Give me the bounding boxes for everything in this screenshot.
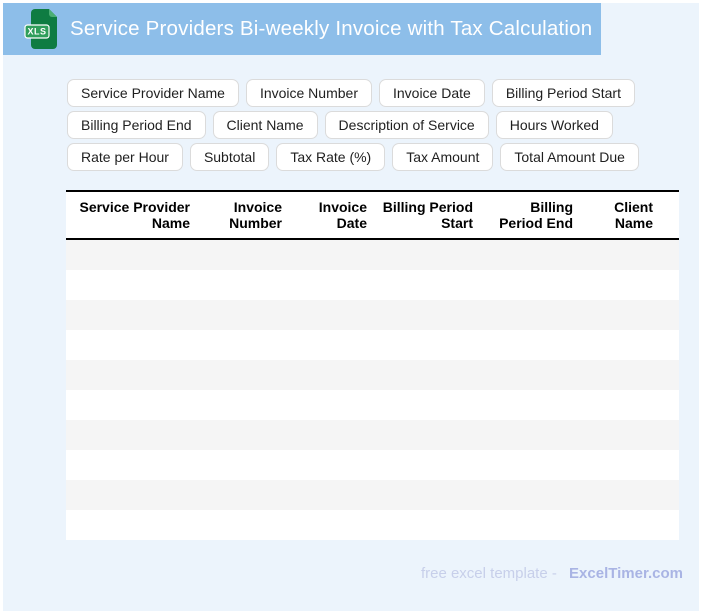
- table-row: [66, 330, 679, 360]
- column-header-service-provider-name: Service Provider Name: [79, 199, 190, 231]
- table-row: [66, 420, 679, 450]
- table-row: [66, 480, 679, 510]
- table-row: [66, 510, 679, 540]
- table-row: [66, 300, 679, 330]
- field-chip-hours-worked[interactable]: Hours Worked: [495, 111, 613, 139]
- field-chip-invoice-date[interactable]: Invoice Date: [378, 79, 485, 107]
- chip-row: Rate per Hour Subtotal Tax Rate (%) Tax Amo…: [67, 143, 639, 171]
- column-header-billing-period-end: Billing Period End: [499, 199, 573, 231]
- field-chip-billing-period-start[interactable]: Billing Period Start: [491, 79, 635, 107]
- footer-tagline: free excel template -: [420, 565, 557, 582]
- table-row: [66, 270, 679, 300]
- field-chips: Service Provider Name Invoice Number Invoi…: [67, 79, 639, 171]
- field-chip-invoice-number[interactable]: Invoice Number: [245, 79, 372, 107]
- table-body: [66, 240, 679, 540]
- field-chip-subtotal[interactable]: Subtotal: [189, 143, 270, 171]
- column-header-client-name: Client Name: [614, 199, 653, 231]
- field-chip-rate-per-hour[interactable]: Rate per Hour: [67, 143, 183, 171]
- chip-row: Billing Period End Client Name Description…: [67, 111, 639, 139]
- field-chip-description-of-service[interactable]: Description of Service: [324, 111, 489, 139]
- field-chip-tax-rate[interactable]: Tax Rate (%): [276, 143, 386, 171]
- xls-file-icon: XLS: [23, 8, 59, 50]
- column-header-billing-period-start: Billing Period Start: [382, 199, 473, 231]
- column-header-invoice-number: Invoice Number: [229, 199, 282, 231]
- page-title: Service Providers Bi-weekly Invoice with…: [70, 17, 593, 40]
- table-row: [66, 240, 679, 270]
- header-banner: XLS Service Providers Bi-weekly Invoice …: [3, 3, 601, 55]
- table-header-row: Service Provider Name Invoice Number Invoi…: [66, 190, 679, 240]
- table-row: [66, 390, 679, 420]
- xls-badge-text: XLS: [27, 27, 46, 37]
- table-row: [66, 360, 679, 390]
- field-chip-billing-period-end[interactable]: Billing Period End: [67, 111, 206, 139]
- field-chip-service-provider-name[interactable]: Service Provider Name: [67, 79, 239, 107]
- template-preview-card: XLS Service Providers Bi-weekly Invoice …: [3, 3, 699, 611]
- footer: free excel template - ExcelTimer.com: [421, 565, 683, 582]
- field-chip-total-amount-due[interactable]: Total Amount Due: [500, 143, 639, 171]
- footer-brand-link[interactable]: ExcelTimer.com: [569, 565, 683, 582]
- column-header-invoice-date: Invoice Date: [318, 199, 367, 231]
- table-row: [66, 450, 679, 480]
- invoice-preview-table: Service Provider Name Invoice Number Invoi…: [66, 190, 679, 540]
- field-chip-client-name[interactable]: Client Name: [212, 111, 318, 139]
- chip-row: Service Provider Name Invoice Number Invoi…: [67, 79, 639, 107]
- field-chip-tax-amount[interactable]: Tax Amount: [392, 143, 494, 171]
